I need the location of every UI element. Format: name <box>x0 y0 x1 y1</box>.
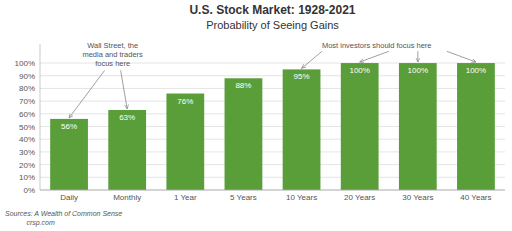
x-tick-label: 5 Years <box>230 193 257 202</box>
bar <box>108 110 146 190</box>
y-tick-label: 20% <box>19 161 35 170</box>
y-tick-label: 10% <box>19 173 35 182</box>
annotation: Most investors should focus here <box>322 41 432 50</box>
annotation-arrow <box>69 70 105 118</box>
data-label: 100% <box>349 66 369 75</box>
x-tick-label: Monthly <box>113 193 141 202</box>
y-tick-label: 50% <box>19 123 35 132</box>
data-label: 63% <box>119 113 135 122</box>
y-tick-label: 0% <box>23 186 35 195</box>
subtitle: Probability of Seeing Gains <box>206 19 339 31</box>
x-tick-label: Daily <box>60 193 78 202</box>
bar <box>283 69 321 190</box>
annotation-arrow <box>417 51 418 62</box>
bar <box>457 63 495 190</box>
bar <box>166 94 204 190</box>
y-tick-label: 70% <box>19 97 35 106</box>
x-tick-label: 20 Years <box>344 193 375 202</box>
annotation-line: focus here <box>95 59 130 68</box>
annotation-line: Wall Street, the <box>87 41 138 50</box>
annotation-arrow <box>121 70 128 109</box>
bar <box>225 78 263 190</box>
x-tick-label: 10 Years <box>286 193 317 202</box>
bar <box>50 119 88 190</box>
x-tick-label: 1 Year <box>174 193 197 202</box>
annotation: Wall Street, themedia and tradersfocus h… <box>82 41 143 68</box>
data-label: 100% <box>408 66 428 75</box>
y-grid <box>40 63 505 190</box>
bar <box>399 63 437 190</box>
x-tick-label: 40 Years <box>460 193 491 202</box>
y-tick-label: 60% <box>19 110 35 119</box>
title: U.S. Stock Market: 1928-2021 <box>189 3 355 17</box>
source-line: Sources: A Wealth of Common Sense <box>5 210 122 217</box>
source-line: crsp.com <box>5 219 55 227</box>
annotation-line: media and traders <box>82 50 143 59</box>
data-label: 56% <box>61 122 77 131</box>
bar <box>341 63 379 190</box>
source: Sources: A Wealth of Common Sense crsp.c… <box>5 210 122 227</box>
data-label: 88% <box>235 81 251 90</box>
chart: U.S. Stock Market: 1928-2021 Probability … <box>0 0 512 231</box>
data-label: 100% <box>466 66 486 75</box>
annotation-arrow <box>360 51 389 62</box>
bars <box>50 63 495 190</box>
y-tick-label: 90% <box>19 72 35 81</box>
annotation-arrow <box>302 51 322 68</box>
y-tick-label: 30% <box>19 148 35 157</box>
y-tick-label: 40% <box>19 135 35 144</box>
x-axis-line <box>40 190 505 191</box>
x-tick-label: 30 Years <box>402 193 433 202</box>
data-label: 76% <box>177 97 193 106</box>
annotation-arrow <box>447 51 476 62</box>
data-label: 95% <box>294 72 310 81</box>
y-axis-line <box>40 44 41 190</box>
y-tick-label: 100% <box>15 59 35 68</box>
y-tick-label: 80% <box>19 84 35 93</box>
grid-line <box>40 190 505 191</box>
